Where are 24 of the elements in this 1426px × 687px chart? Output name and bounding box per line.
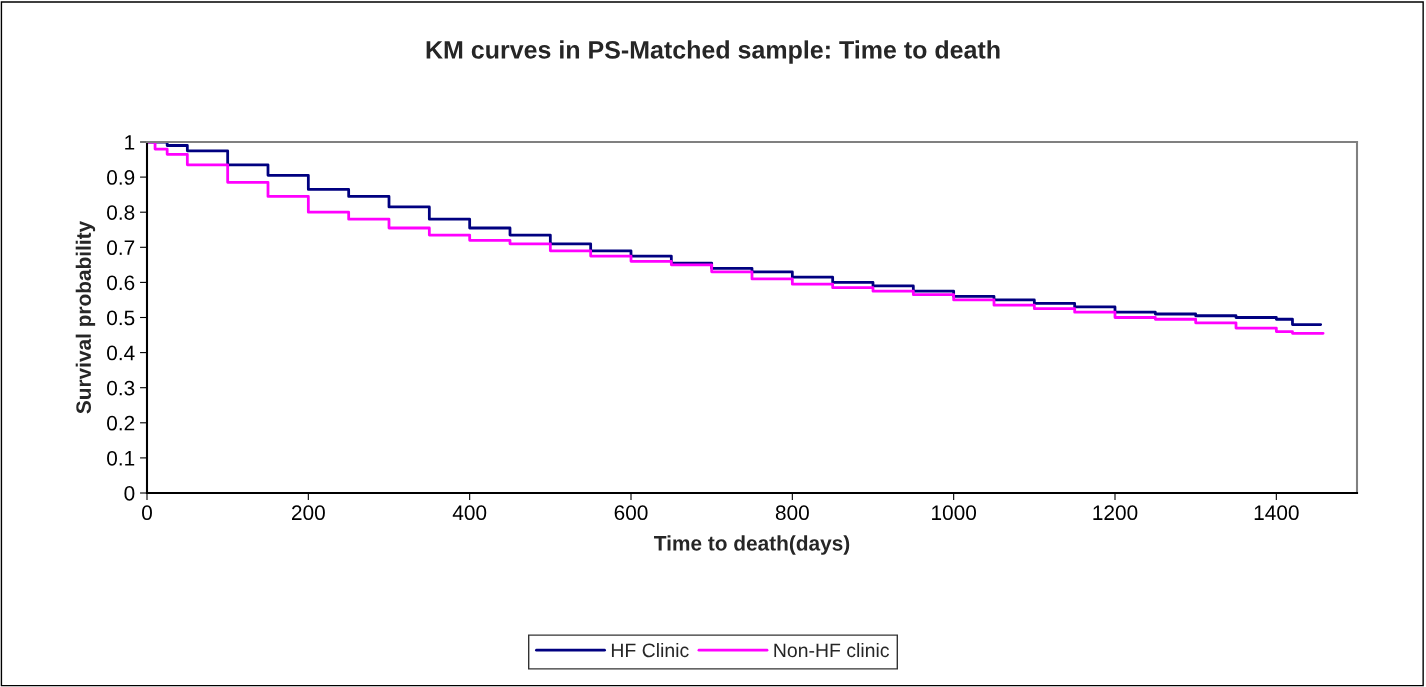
x-tick-label: 200	[292, 505, 325, 521]
y-tick-label: 0.8	[107, 205, 135, 220]
x-tick-label: 800	[775, 505, 809, 521]
y-tick-label: 0.9	[107, 170, 135, 185]
x-tick-label: 1400	[1254, 505, 1299, 521]
y-tick-label: 0.4	[107, 345, 135, 361]
legend-label: HF Clinic	[611, 642, 689, 658]
y-tick-label: 0.3	[107, 380, 135, 396]
y-tick-label: 0.6	[107, 275, 135, 291]
y-tick-label: 0.7	[107, 240, 135, 256]
x-tick-label: 1200	[1093, 505, 1138, 521]
y-tick-label: 0.2	[107, 415, 135, 431]
x-tick-label: 1000	[932, 505, 977, 521]
x-axis-title: Time to death(days)	[654, 535, 850, 555]
chart-title: KM curves in PS-Matched sample: Time to death	[426, 40, 1000, 64]
y-tick-label: 1	[125, 135, 135, 150]
y-tick-label: 0	[124, 486, 135, 501]
x-tick-label: 0	[142, 505, 152, 521]
x-tick-label: 400	[452, 505, 487, 521]
y-axis-title: Survival probability	[75, 220, 96, 414]
y-tick-label: 0.5	[107, 310, 135, 326]
legend-label: Non-HF clinic	[774, 642, 890, 658]
y-tick-label: 0.1	[107, 450, 135, 466]
x-tick-label: 600	[614, 505, 648, 521]
